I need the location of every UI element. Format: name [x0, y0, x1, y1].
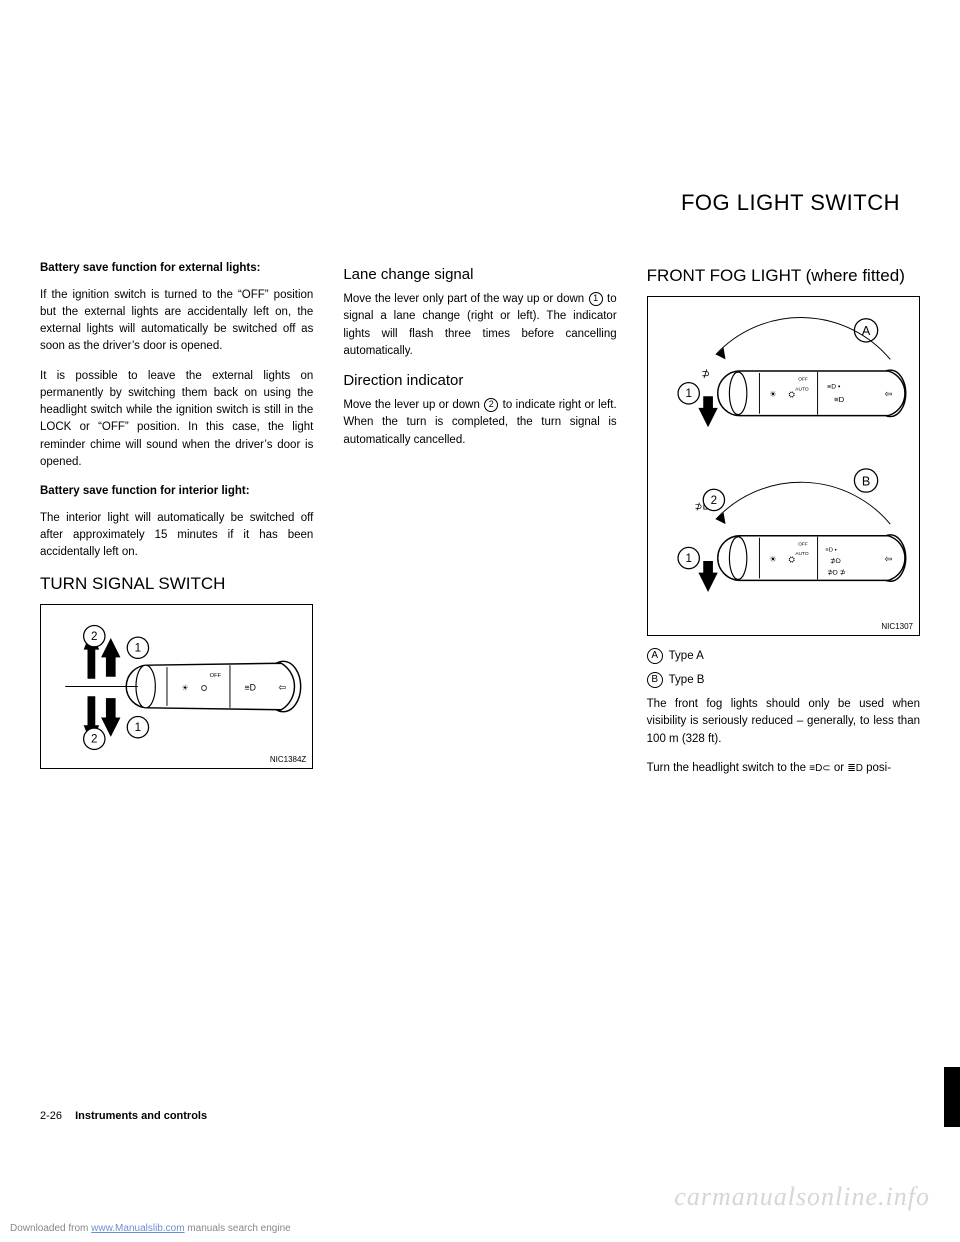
headlight-icon-1: ≡D⊂	[809, 763, 830, 774]
headlight-icon-2: ≣D	[847, 763, 863, 774]
para-fog-1: The front fog lights should only be used…	[647, 696, 920, 748]
wm-prefix: Downloaded from	[10, 1223, 91, 1234]
p2a: Turn the headlight switch to the	[647, 762, 810, 774]
column-left: Battery save function for external light…	[40, 260, 313, 789]
svg-text:⇦: ⇦	[884, 554, 892, 565]
figure-fog-light: A ☀ ⛭ OFF AUTO ≡D ▪ ≡D ⇦ ⊅ 1	[647, 296, 920, 636]
svg-text:2: 2	[710, 494, 716, 507]
svg-text:2: 2	[91, 732, 97, 745]
figure-id-1: NIC1384Z	[270, 755, 306, 764]
legend-b-text: Type B	[669, 674, 705, 686]
figure-id-2: NIC1307	[881, 622, 913, 631]
svg-text:⇦: ⇦	[278, 682, 286, 693]
heading-turn-signal: TURN SIGNAL SWITCH	[40, 574, 313, 594]
svg-text:≡D ▪: ≡D ▪	[827, 383, 841, 390]
svg-text:B: B	[861, 474, 869, 488]
heading-direction: Direction indicator	[343, 372, 616, 389]
edge-tab	[944, 1067, 960, 1127]
svg-text:1: 1	[685, 387, 691, 400]
svg-text:≡D: ≡D	[834, 395, 845, 404]
column-middle: Lane change signal Move the lever only p…	[343, 260, 616, 789]
svg-text:2: 2	[91, 630, 97, 643]
circle-b-icon: B	[647, 672, 663, 688]
svg-text:⛭: ⛭	[201, 683, 208, 692]
svg-text:1: 1	[135, 641, 141, 654]
watermark-site: carmanualsonline.info	[674, 1182, 930, 1212]
svg-text:OFF: OFF	[210, 672, 222, 678]
page-columns: Battery save function for external light…	[40, 260, 920, 789]
main-heading: FOG LIGHT SWITCH	[681, 190, 900, 216]
figure-turn-signal: ☀ ⛭ OFF ≡D ⇦ 1 1 2 2 NIC	[40, 604, 313, 769]
svg-text:☀: ☀	[182, 683, 189, 692]
heading-front-fog: FRONT FOG LIGHT (where fitted)	[647, 266, 920, 286]
p2c: posi-	[863, 762, 891, 774]
watermark-download: Downloaded from www.Manualslib.com manua…	[10, 1223, 291, 1234]
svg-text:⊅: ⊅	[701, 368, 710, 380]
wm-suffix: manuals search engine	[185, 1223, 291, 1234]
para-ext-2: It is possible to leave the external lig…	[40, 368, 313, 472]
p2b: or	[831, 762, 848, 774]
para-dir-a: Move the lever up or down	[343, 399, 483, 411]
para-ext-1: If the ignition switch is turned to the …	[40, 287, 313, 356]
page-number: 2-26	[40, 1110, 62, 1122]
svg-text:1: 1	[135, 721, 141, 734]
svg-text:AUTO: AUTO	[795, 551, 809, 557]
para-direction: Move the lever up or down 2 to indicate …	[343, 397, 616, 449]
column-right: FRONT FOG LIGHT (where fitted) A ☀ ⛭ OFF…	[647, 260, 920, 789]
svg-text:⊅D: ⊅D	[830, 557, 841, 565]
svg-text:OFF: OFF	[798, 377, 808, 383]
svg-text:AUTO: AUTO	[795, 386, 809, 392]
section-name: Instruments and controls	[75, 1110, 207, 1122]
wm-link[interactable]: www.Manualslib.com	[91, 1223, 184, 1234]
svg-text:1: 1	[685, 552, 691, 565]
legend-type-b: B Type B	[647, 672, 920, 688]
heading-battery-external: Battery save function for external light…	[40, 260, 313, 277]
turn-signal-diagram: ☀ ⛭ OFF ≡D ⇦ 1 1 2 2	[41, 605, 312, 768]
inline-label-2: 2	[484, 398, 498, 412]
legend-type-a: A Type A	[647, 648, 920, 664]
inline-label-1: 1	[589, 292, 603, 306]
circle-a-icon: A	[647, 648, 663, 664]
para-lane: Move the lever only part of the way up o…	[343, 291, 616, 360]
heading-lane-change: Lane change signal	[343, 266, 616, 283]
svg-text:⇦: ⇦	[884, 389, 892, 400]
para-lane-a: Move the lever only part of the way up o…	[343, 293, 587, 305]
para-int-1: The interior light will automatically be…	[40, 510, 313, 562]
svg-text:≡D: ≡D	[244, 682, 255, 692]
legend-a-text: Type A	[669, 650, 704, 662]
heading-battery-interior: Battery save function for interior light…	[40, 483, 313, 500]
svg-text:☀: ☀	[769, 389, 777, 399]
para-fog-2: Turn the headlight switch to the ≡D⊂ or …	[647, 760, 920, 777]
fog-light-diagram: A ☀ ⛭ OFF AUTO ≡D ▪ ≡D ⇦ ⊅ 1	[648, 297, 919, 635]
page-footer: 2-26 Instruments and controls	[40, 1110, 207, 1122]
svg-text:OFF: OFF	[798, 541, 808, 547]
svg-text:⊅D ⊅: ⊅D ⊅	[827, 569, 845, 577]
svg-text:☀: ☀	[769, 554, 777, 564]
svg-text:≡D ▪: ≡D ▪	[825, 547, 836, 553]
